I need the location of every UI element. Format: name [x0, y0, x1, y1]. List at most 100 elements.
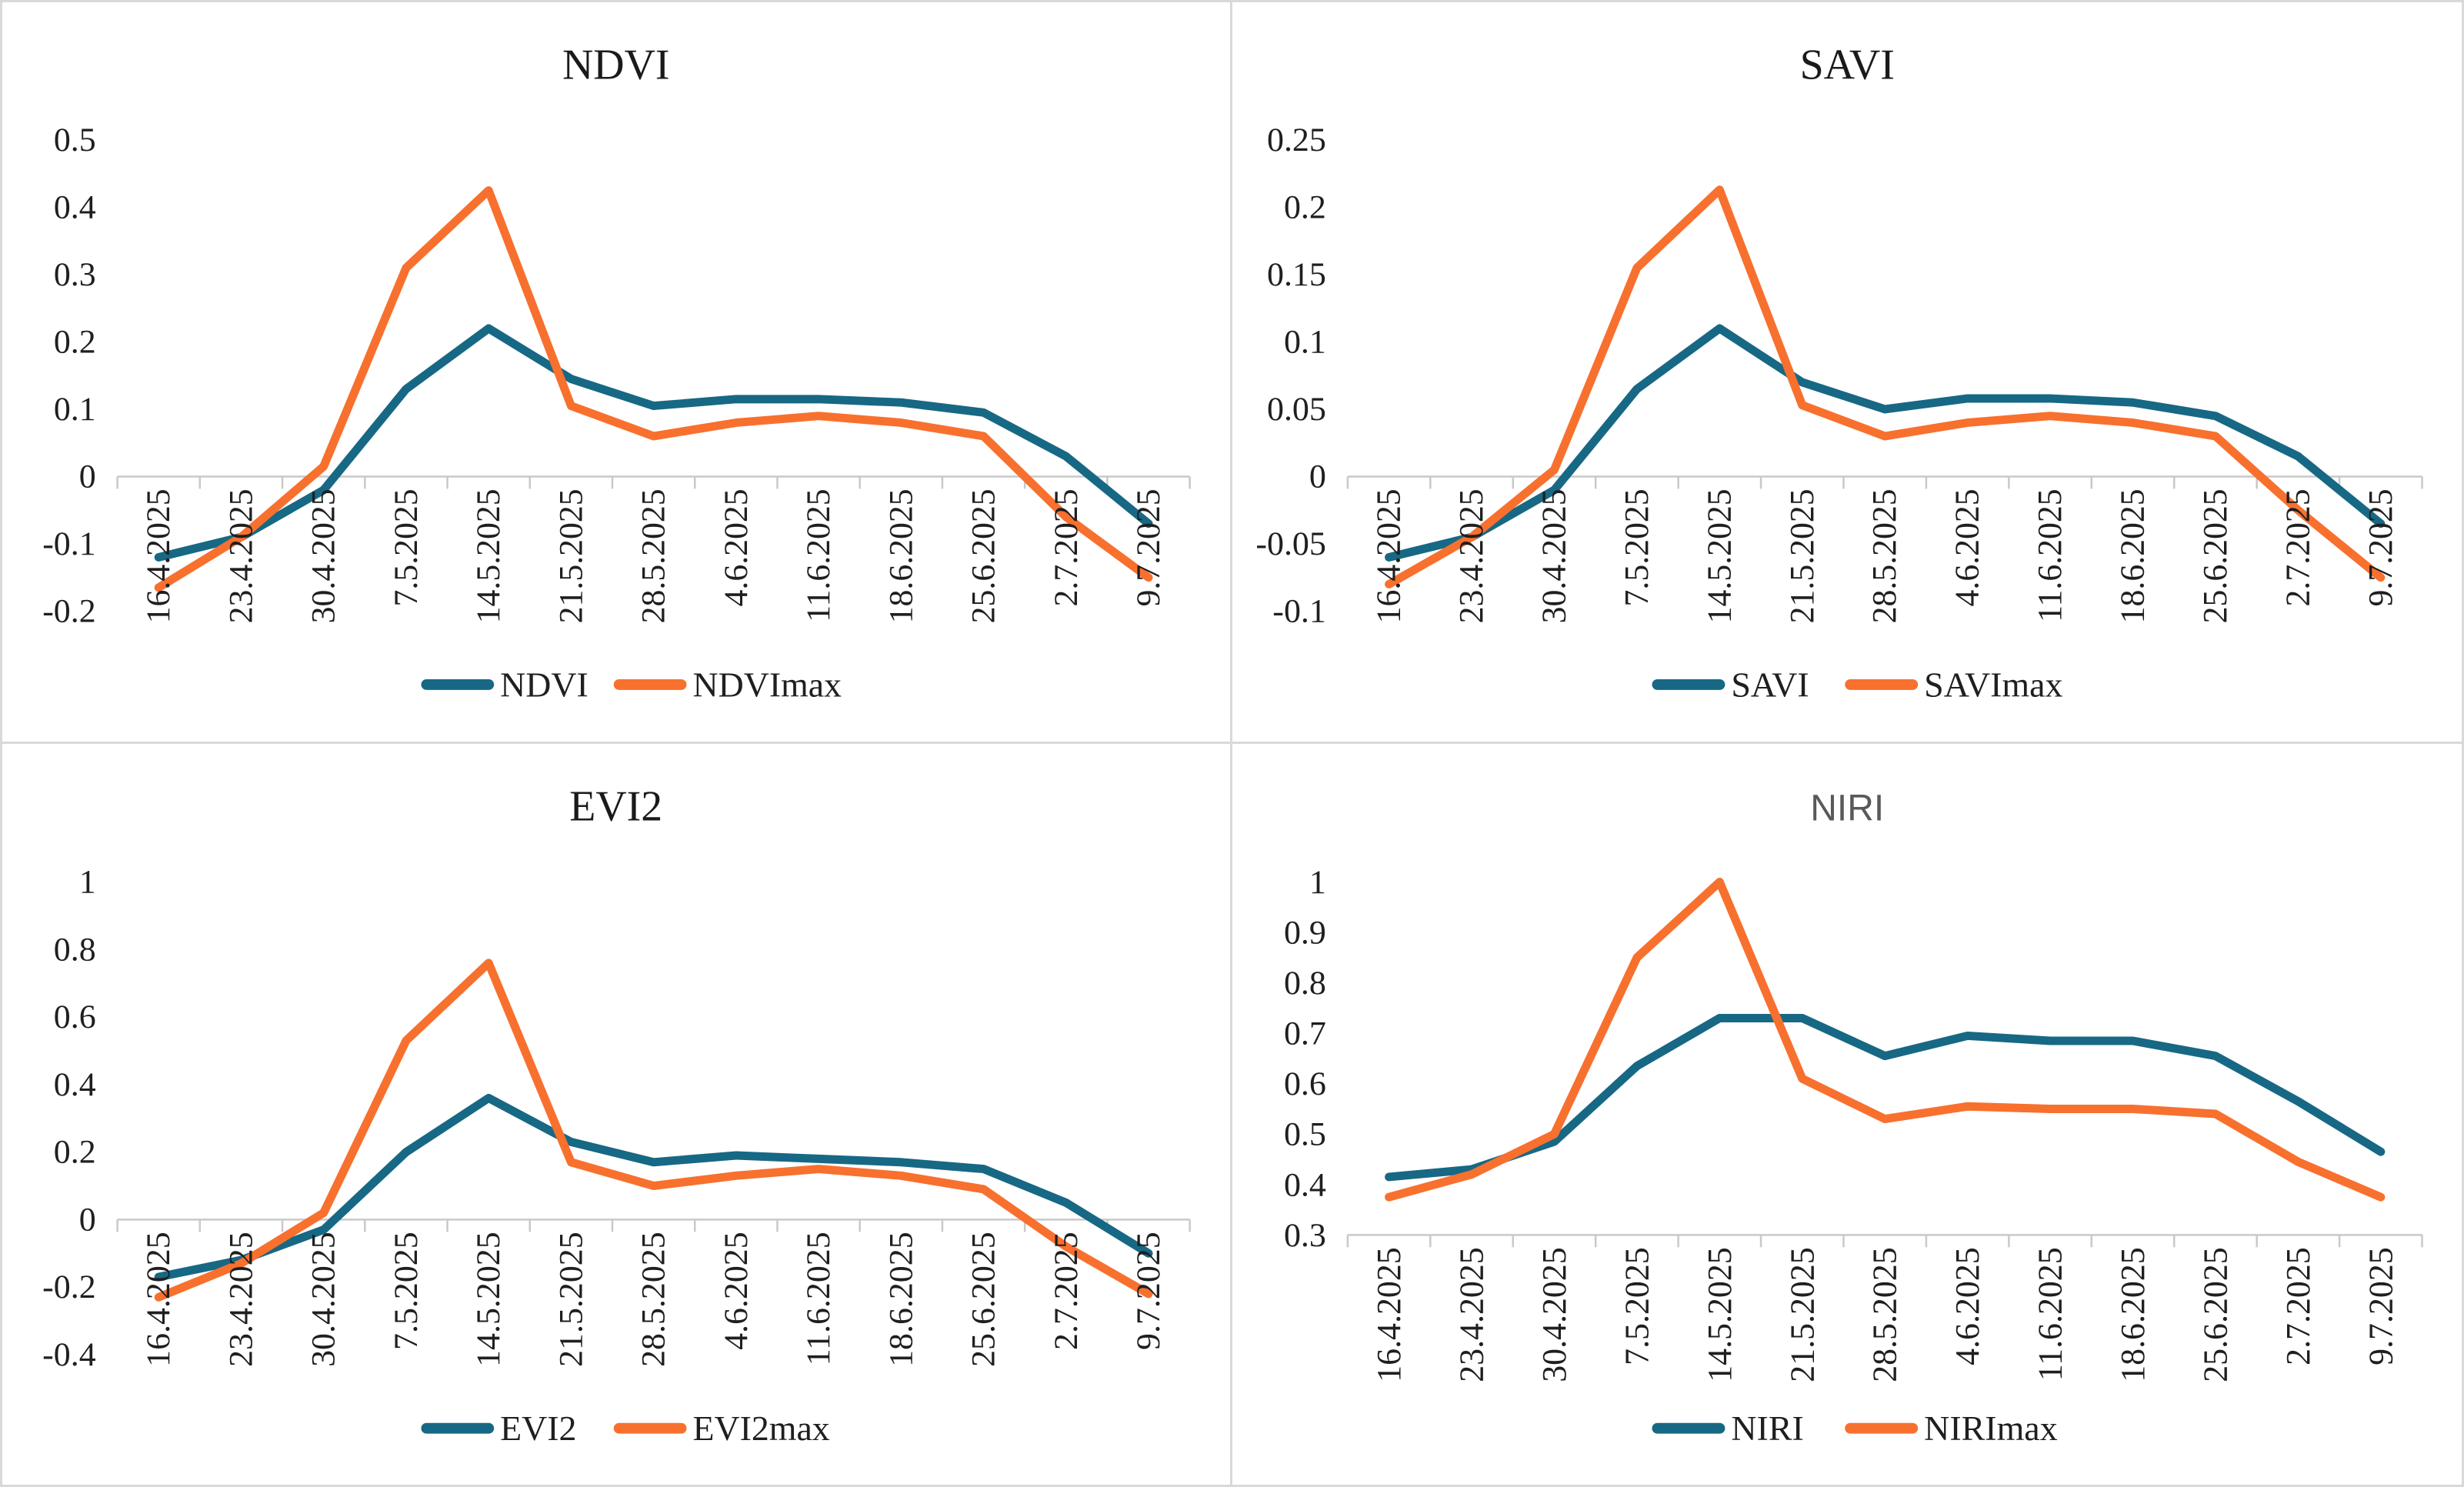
x-tick-label: 11.6.2025 — [800, 488, 837, 622]
legend-label-SAVImax: SAVImax — [1924, 665, 2062, 704]
y-tick-label: 1 — [1309, 863, 1325, 901]
x-tick-label: 16.4.2025 — [140, 488, 177, 623]
x-tick-label: 30.4.2025 — [305, 1232, 342, 1367]
legend-label-NDVImax: NDVImax — [692, 665, 842, 704]
y-tick-label: 0.2 — [1283, 189, 1325, 226]
y-tick-label: 1 — [79, 863, 96, 900]
y-tick-label: 0.8 — [54, 931, 96, 968]
legend-swatch-NDVI — [421, 678, 495, 690]
y-tick-label: 0.3 — [54, 256, 96, 293]
x-tick-label: 7.5.2025 — [1618, 1247, 1655, 1365]
x-tick-label: 9.7.2025 — [1130, 1232, 1167, 1350]
x-tick-label: 21.5.2025 — [1783, 488, 1820, 623]
legend-swatch-NDVImax — [613, 678, 687, 690]
series-line-SAVImax — [1384, 185, 2385, 588]
x-tick-label: 18.6.2025 — [882, 1232, 919, 1367]
legend-swatch-SAVI — [1651, 678, 1725, 690]
chart-panel-ndvi: NDVI 0.5 0.4 0.3 0.2 0.1 0 -0.1 -0.2 16.4.2025 23.… — [2, 2, 1232, 744]
x-tick-label: 30.4.2025 — [1535, 1247, 1572, 1382]
y-tick-label: 0.8 — [1283, 964, 1325, 1002]
x-tick-label: 4.6.2025 — [718, 488, 755, 606]
y-tick-label: 0.1 — [1283, 324, 1325, 361]
x-tick-label: 18.6.2025 — [2114, 488, 2151, 623]
x-tick-label: 25.6.2025 — [2196, 488, 2233, 623]
y-tick-label: 0.4 — [1283, 1165, 1325, 1203]
y-tick-label: 0 — [79, 1201, 96, 1238]
x-tick-label: 25.6.2025 — [965, 488, 1002, 623]
legend-label-NIRI: NIRI — [1731, 1409, 1803, 1448]
y-tick-label: 0.6 — [54, 999, 96, 1035]
x-tick-label: 9.7.2025 — [2362, 488, 2399, 606]
y-tick-label: -0.2 — [42, 593, 95, 630]
x-tick-label: 28.5.2025 — [635, 488, 672, 623]
x-tick-label: 7.5.2025 — [1618, 488, 1655, 606]
y-tick-label: -0.2 — [42, 1269, 95, 1305]
y-tick-label: 0.1 — [54, 391, 96, 428]
x-tick-label: 16.4.2025 — [1370, 1247, 1408, 1382]
legend-swatch-SAVImax — [1844, 678, 1918, 690]
chart-evi2: EVI2 1 0.8 0.6 0.4 0.2 0 -0.2 -0.4 16.4.2025 23.4.… — [42, 782, 1191, 1448]
x-tick-label: 23.4.2025 — [1452, 488, 1489, 623]
y-tick-label: 0.2 — [54, 324, 96, 361]
series-line-NIRImax — [1384, 877, 2385, 1202]
x-tick-label: 14.5.2025 — [470, 1232, 507, 1367]
chart-panel-evi2: EVI2 1 0.8 0.6 0.4 0.2 0 -0.2 -0.4 16.4.2025 23.4.… — [2, 743, 1232, 1485]
x-tick-label: 2.7.2025 — [1048, 1232, 1085, 1350]
legend-swatch-NIRI — [1651, 1422, 1725, 1434]
chart-niri: NIRI 1 0.9 0.8 0.7 0.6 0.5 0.4 0.3 16.4.2025 23.4.… — [1283, 788, 2423, 1448]
series-line-EVI2max — [154, 958, 1153, 1302]
y-tick-label: 0.25 — [1266, 122, 1325, 158]
legend-label-EVI2: EVI2 — [500, 1409, 576, 1448]
x-tick-label: 25.6.2025 — [2196, 1247, 2234, 1382]
x-tick-label: 4.6.2025 — [1949, 1247, 1986, 1365]
x-tick-label: 7.5.2025 — [388, 1232, 425, 1350]
y-tick-label: 0.9 — [1283, 913, 1325, 951]
x-tick-label: 23.4.2025 — [222, 1232, 259, 1367]
x-tick-label: 2.7.2025 — [2279, 1247, 2316, 1365]
chart-title: SAVI — [1799, 42, 1894, 89]
series-line-EVI2 — [154, 1093, 1153, 1281]
x-tick-label: 21.5.2025 — [1783, 1247, 1821, 1382]
y-tick-label: 0.3 — [1283, 1215, 1325, 1253]
x-tick-label: 2.7.2025 — [2279, 488, 2316, 606]
x-tick-label: 23.4.2025 — [222, 488, 259, 623]
x-tick-label: 21.5.2025 — [552, 488, 589, 623]
x-tick-label: 25.6.2025 — [965, 1232, 1002, 1367]
x-tick-label: 28.5.2025 — [635, 1232, 672, 1367]
y-tick-label: 0 — [1309, 458, 1325, 495]
x-tick-label: 16.4.2025 — [1370, 488, 1407, 623]
series-line-NDVImax — [154, 186, 1153, 592]
x-tick-label: 11.6.2025 — [2031, 1247, 2069, 1381]
legend-label-NIRImax: NIRImax — [1924, 1409, 2058, 1448]
chart-title: NIRI — [1810, 788, 1884, 829]
x-tick-label: 28.5.2025 — [1866, 1247, 1903, 1382]
series-line-SAVI — [1384, 324, 2385, 562]
y-tick-label: 0.6 — [1283, 1065, 1325, 1102]
y-tick-label: 0.15 — [1266, 256, 1325, 293]
chart-panel-savi: SAVI 0.25 0.2 0.15 0.1 0.05 0 -0.05 -0.1 16.4.202… — [1232, 2, 2462, 744]
y-tick-label: -0.4 — [42, 1335, 96, 1372]
y-tick-label: 0.5 — [54, 122, 96, 158]
legend-swatch-EVI2 — [421, 1422, 495, 1434]
y-tick-label: 0 — [79, 458, 96, 495]
y-tick-label: 0.4 — [54, 1065, 96, 1102]
chart-title: EVI2 — [569, 782, 662, 830]
y-tick-label: 0.5 — [1283, 1115, 1325, 1152]
x-tick-label: 4.6.2025 — [718, 1232, 755, 1350]
y-tick-label: -0.1 — [1272, 593, 1326, 630]
x-tick-label: 23.4.2025 — [1452, 1247, 1490, 1382]
x-tick-label: 4.6.2025 — [1949, 488, 1986, 606]
x-tick-label: 30.4.2025 — [1535, 488, 1572, 623]
x-tick-label: 16.4.2025 — [140, 1232, 177, 1367]
x-tick-label: 2.7.2025 — [1048, 488, 1085, 606]
x-tick-label: 18.6.2025 — [2113, 1247, 2151, 1382]
x-tick-label: 9.7.2025 — [2362, 1247, 2399, 1365]
x-tick-label: 28.5.2025 — [1866, 488, 1903, 623]
x-tick-label: 11.6.2025 — [800, 1232, 837, 1365]
chart-ndvi: NDVI 0.5 0.4 0.3 0.2 0.1 0 -0.1 -0.2 16.4.2025 23.… — [42, 42, 1191, 704]
legend-swatch-EVI2max — [613, 1422, 687, 1434]
x-tick-label: 14.5.2025 — [1700, 1247, 1738, 1382]
x-tick-label: 7.5.2025 — [388, 488, 425, 606]
chart-savi: SAVI 0.25 0.2 0.15 0.1 0.05 0 -0.05 -0.1 16.4.202… — [1255, 42, 2423, 704]
